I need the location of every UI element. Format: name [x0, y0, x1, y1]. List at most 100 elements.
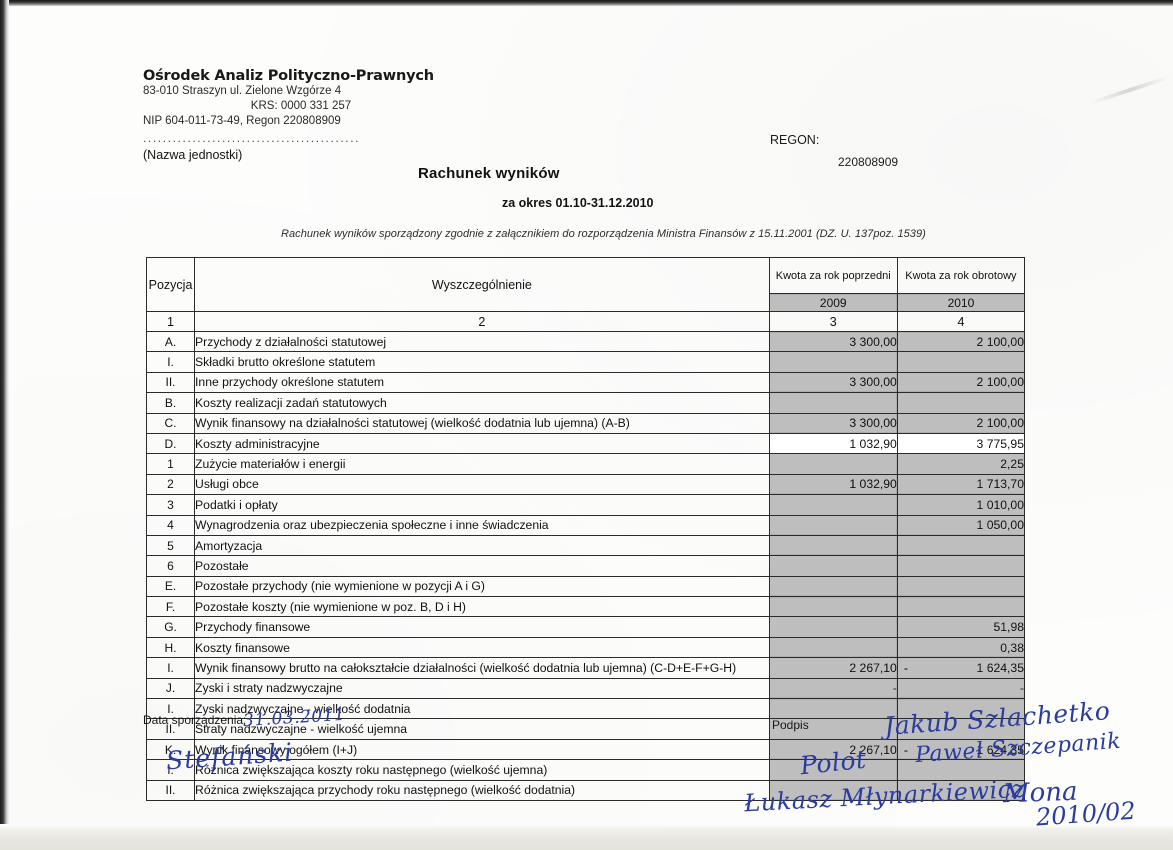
row-value-curr-year: 0,38 [896, 636, 1026, 659]
row-value-curr-text: 2 100,00 [976, 416, 1024, 431]
row-description: Straty nadzwyczajne - wielkość ujemna [194, 718, 770, 740]
row-value-curr-text: 0,38 [1000, 640, 1024, 655]
table-row: II. Różnica zwiększająca przychody roku n… [145, 779, 1026, 801]
table-row: E. Pozostałe przychody (nie wymienione w … [145, 575, 1026, 598]
row-position: G. [145, 616, 196, 638]
table-row: A. Przychody z działalności statutowej 3 3… [145, 330, 1026, 353]
regon-label: REGON: [770, 133, 820, 147]
row-value-prev-year [768, 698, 898, 720]
table-row: F. Pozostałe koszty (nie wymienione w poz… [145, 596, 1026, 618]
row-value-prev-text: 3 300,00 [849, 375, 897, 390]
row-value-prev-year [768, 392, 898, 414]
row-description: Amortyzacja [194, 534, 770, 557]
row-value-prev-text: 3 300,00 [849, 334, 897, 349]
table-header: Pozycja Wyszczególnienie Kwota za rok po… [145, 257, 1026, 332]
letterhead: Ośrodek Analiz Polityczno-Prawnych 83-01… [143, 68, 503, 162]
table-row: 1 Zużycie materiałów i energii 2,25 [145, 453, 1026, 475]
row-description: Podatki i opłaty [194, 494, 770, 516]
header-description: Wyszczególnienie [194, 257, 770, 312]
row-value-curr-year [896, 779, 1026, 801]
header-year-curr-value: 2010 [896, 293, 1026, 312]
row-value-curr-year: 3 775,95 [896, 432, 1026, 455]
column-number-3: 3 [768, 311, 898, 332]
row-value-prev-text: 3 300,00 [849, 416, 897, 431]
row-value-prev-year [768, 494, 898, 516]
row-value-curr-year [896, 575, 1026, 598]
row-position: 4 [145, 514, 196, 536]
row-value-prev-year [768, 596, 898, 618]
row-value-curr-text: 1 050,00 [976, 518, 1024, 533]
row-value-prev-text: 1 032,90 [849, 477, 897, 492]
report-period: za okres 01.10-31.12.2010 [502, 196, 654, 210]
organization-name: Ośrodek Analiz Polityczno-Prawnych [143, 68, 434, 84]
row-value-curr-text: 1 010,00 [976, 497, 1024, 512]
row-value-curr-year [896, 698, 1026, 720]
row-value-prev-year [768, 636, 898, 659]
row-description: Zyski nadzwyczajne - wielkość dodatnia [194, 698, 770, 720]
organization-address: 83-010 Straszyn ul. Zielone Wzgórze 4 [143, 85, 342, 97]
row-value-prev-year [768, 555, 898, 577]
row-position: 3 [145, 494, 196, 516]
row-description: Pozostałe [194, 555, 770, 577]
row-description: Wynagrodzenia oraz ubezpieczenia społecz… [194, 514, 770, 536]
row-value-prev-year [768, 575, 898, 598]
negative-sign: - [903, 742, 908, 757]
row-position: J. [145, 677, 196, 700]
row-value-prev-year: 1 032,90 [768, 432, 898, 455]
row-position: F. [145, 596, 196, 618]
scan-edge-top [0, 0, 1173, 6]
table-row: G. Przychody finansowe 51,98 [145, 616, 1026, 638]
table-row: II. Inne przychody określone statutem 3 30… [145, 371, 1026, 394]
row-value-curr-year: 1 713,70 [896, 473, 1026, 496]
row-value-curr-year: 2,25 [896, 453, 1026, 475]
header-curr-year: Kwota za rok obrotowy [896, 257, 1026, 294]
preparation-date-label: Data sporządzenia: [143, 713, 247, 727]
row-description: Zyski i straty nadzwyczajne [194, 677, 770, 700]
row-value-curr-year: - 1 624,35 [896, 657, 1026, 679]
row-position: 2 [145, 473, 196, 496]
organization-nip-regon: NIP 604-011-73-49, Regon 220808909 [143, 115, 341, 127]
table-row: B. Koszty realizacji zadań statutowych [145, 392, 1026, 414]
table-row: I. Zyski nadzwyczajne - wielkość dodatnia [145, 698, 1026, 720]
row-description: Różnica zwiększająca koszty roku następn… [194, 759, 770, 781]
header-prev-year: Kwota za rok poprzedni [768, 257, 898, 294]
row-position: H. [145, 636, 196, 659]
table-row: 2 Usługi obce 1 032,90 1 713,70 [145, 473, 1026, 496]
row-value-prev-year: 3 300,00 [768, 412, 898, 434]
row-description: Koszty finansowe [194, 636, 770, 659]
row-description: Wynik finansowy ogółem (I+J) [194, 738, 770, 761]
row-value-curr-text: 1 624,35 [976, 742, 1024, 757]
row-description: Koszty administracyjne [194, 432, 770, 455]
row-value-curr-text: 1 624,35 [976, 660, 1024, 675]
row-value-prev-year: 3 300,00 [768, 371, 898, 394]
row-value-prev-year [768, 453, 898, 475]
row-value-prev-year [768, 534, 898, 557]
row-value-curr-year: - [896, 677, 1026, 700]
row-value-curr-year [896, 718, 1026, 740]
row-position: K. [145, 738, 196, 761]
unit-name-caption: (Nazwa jednostki) [143, 148, 243, 162]
table-header-row: Pozycja Wyszczególnienie Kwota za rok po… [145, 257, 1026, 312]
header-year-prev-value: 2009 [768, 293, 898, 312]
table-row: C. Wynik finansowy na działalności statut… [145, 412, 1026, 434]
row-value-curr-text: - [1019, 681, 1024, 696]
row-description: Przychody z działalności statutowej [194, 330, 770, 353]
row-value-prev-text: 2 267,10 [849, 742, 897, 757]
row-position: I. [145, 351, 196, 373]
row-description: Przychody finansowe [194, 616, 770, 638]
row-position: 5 [145, 534, 196, 557]
dotted-rule: ........................................… [143, 131, 361, 145]
regon-block: REGON: 220808909 [770, 133, 898, 169]
table-row: 5 Amortyzacja [145, 534, 1026, 557]
row-position: II. [145, 371, 196, 394]
row-description: Wynik finansowy na działalności statutow… [194, 412, 770, 434]
row-value-curr-year: 2 100,00 [896, 330, 1026, 353]
row-value-curr-year: 2 100,00 [896, 371, 1026, 394]
row-value-prev-year [768, 779, 898, 801]
row-position: A. [145, 330, 196, 353]
row-value-curr-year: 1 010,00 [896, 494, 1026, 516]
table-row: I. Różnica zwiększająca koszty roku nastę… [145, 759, 1026, 781]
row-position: I. [145, 657, 196, 679]
table-row: I. Wynik finansowy brutto na całokształci… [145, 657, 1026, 679]
